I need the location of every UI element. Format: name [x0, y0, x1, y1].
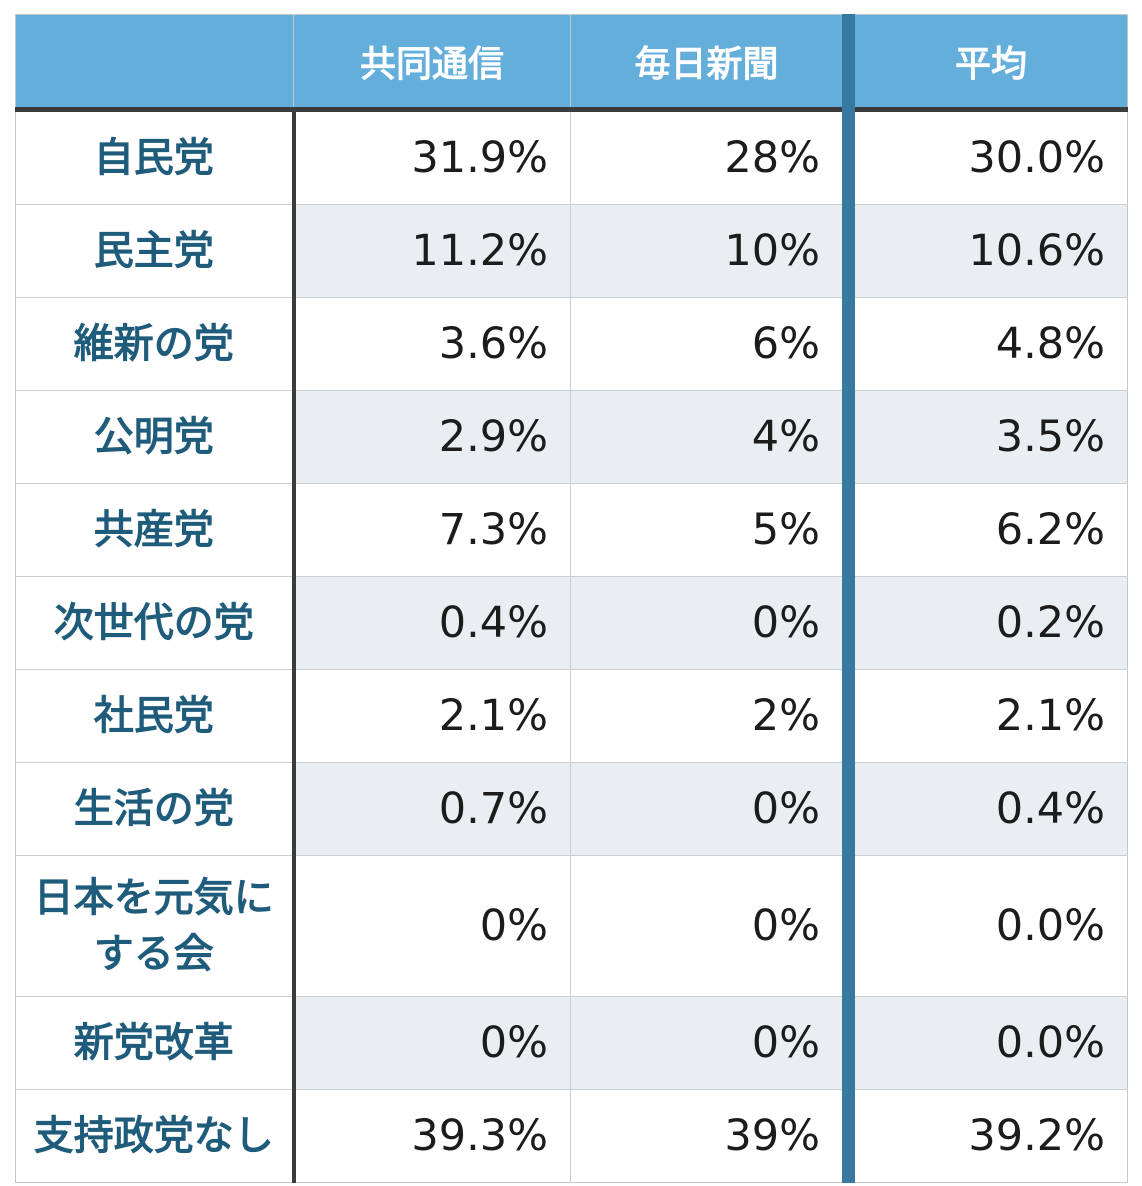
value-cell: 11.2%	[293, 204, 571, 298]
value-cell: 2.1%	[293, 669, 571, 763]
value-cell: 39%	[570, 1089, 849, 1183]
value-cell: 4%	[570, 390, 849, 484]
value-cell: 2%	[570, 669, 849, 763]
column-header-average: 平均	[842, 14, 1128, 112]
value-cell: 6.2%	[842, 483, 1128, 577]
value-cell: 3.5%	[842, 390, 1128, 484]
party-name-cell: 支持政党なし	[15, 1089, 296, 1183]
value-cell: 7.3%	[293, 483, 571, 577]
value-cell: 10%	[570, 204, 849, 298]
party-name-cell: 民主党	[15, 204, 296, 298]
party-support-table: 共同通信 毎日新聞 平均 自民党 31.9% 28% 30.0% 民主党 11.2% 10%…	[15, 14, 1128, 1183]
value-cell: 2.1%	[842, 669, 1128, 763]
table-row: 生活の党 0.7% 0% 0.4%	[15, 762, 1128, 856]
value-cell: 0.2%	[842, 576, 1128, 670]
value-cell: 0.4%	[293, 576, 571, 670]
table-row: 日本を元気にする会 0% 0% 0.0%	[15, 855, 1128, 997]
value-cell: 0.0%	[842, 855, 1128, 997]
table-row: 維新の党 3.6% 6% 4.8%	[15, 297, 1128, 391]
value-cell: 0%	[570, 576, 849, 670]
table-header: 共同通信 毎日新聞 平均	[15, 14, 1128, 112]
party-name-cell: 維新の党	[15, 297, 296, 391]
value-cell: 31.9%	[293, 109, 571, 205]
value-cell: 3.6%	[293, 297, 571, 391]
table-row: 次世代の党 0.4% 0% 0.2%	[15, 576, 1128, 670]
value-cell: 30.0%	[842, 109, 1128, 205]
value-cell: 28%	[570, 109, 849, 205]
party-name-cell: 生活の党	[15, 762, 296, 856]
party-name-cell: 日本を元気にする会	[15, 855, 296, 997]
table-row: 自民党 31.9% 28% 30.0%	[15, 109, 1128, 205]
corner-cell	[15, 14, 294, 112]
value-cell: 0.7%	[293, 762, 571, 856]
table-row: 共産党 7.3% 5% 6.2%	[15, 483, 1128, 577]
table-row: 民主党 11.2% 10% 10.6%	[15, 204, 1128, 298]
value-cell: 0.0%	[842, 996, 1128, 1090]
table-row: 公明党 2.9% 4% 3.5%	[15, 390, 1128, 484]
value-cell: 0%	[570, 996, 849, 1090]
value-cell: 0%	[570, 762, 849, 856]
value-cell: 5%	[570, 483, 849, 577]
value-cell: 4.8%	[842, 297, 1128, 391]
value-cell: 0%	[570, 855, 849, 997]
column-header-mainichi: 毎日新聞	[570, 14, 849, 112]
table-row: 社民党 2.1% 2% 2.1%	[15, 669, 1128, 763]
party-name-cell: 共産党	[15, 483, 296, 577]
value-cell: 10.6%	[842, 204, 1128, 298]
value-cell: 0.4%	[842, 762, 1128, 856]
party-name-cell: 新党改革	[15, 996, 296, 1090]
party-name-cell: 社民党	[15, 669, 296, 763]
header-row: 共同通信 毎日新聞 平均	[15, 14, 1128, 112]
table-row: 新党改革 0% 0% 0.0%	[15, 996, 1128, 1090]
party-name-cell: 次世代の党	[15, 576, 296, 670]
value-cell: 0%	[293, 855, 571, 997]
value-cell: 2.9%	[293, 390, 571, 484]
value-cell: 6%	[570, 297, 849, 391]
party-name-cell: 公明党	[15, 390, 296, 484]
value-cell: 39.2%	[842, 1089, 1128, 1183]
table-body: 自民党 31.9% 28% 30.0% 民主党 11.2% 10% 10.6% 維新の党 3.6%…	[15, 109, 1128, 1183]
value-cell: 0%	[293, 996, 571, 1090]
party-name-cell: 自民党	[15, 109, 296, 205]
value-cell: 39.3%	[293, 1089, 571, 1183]
table-row: 支持政党なし 39.3% 39% 39.2%	[15, 1089, 1128, 1183]
column-header-kyodo: 共同通信	[293, 14, 571, 112]
